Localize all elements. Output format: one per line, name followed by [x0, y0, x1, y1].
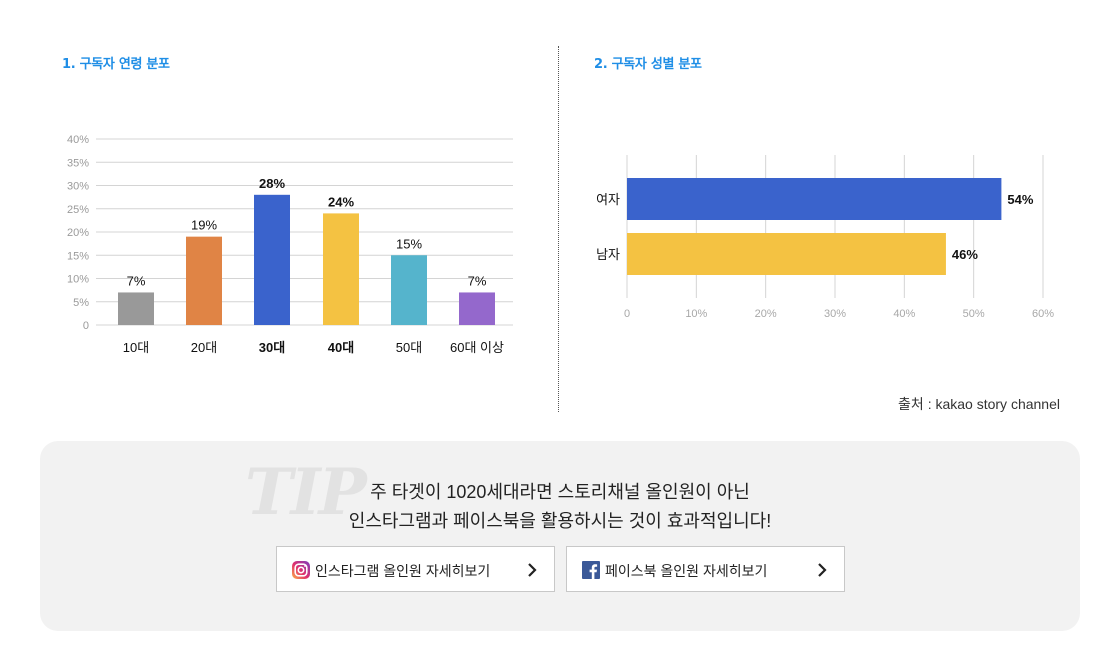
- chevron-right-icon: [818, 563, 827, 577]
- x-tick-label: 30대: [259, 340, 285, 355]
- x-tick-label: 30%: [824, 308, 846, 320]
- y-tick-label: 35%: [67, 157, 89, 169]
- tip-text-line-1: 주 타겟이 1020세대라면 스토리채널 올인원이 아닌: [370, 482, 750, 502]
- bar: [459, 292, 495, 325]
- y-tick-label: 5%: [73, 297, 89, 309]
- tip-watermark: TIP: [245, 455, 367, 530]
- bar-value-label: 24%: [328, 194, 354, 209]
- tip-text-line-2: 인스타그램과 페이스북을 활용하시는 것이 효과적입니다!: [348, 511, 772, 531]
- bar-value-label: 7%: [127, 273, 146, 288]
- x-tick-label: 40%: [893, 308, 915, 320]
- facebook-icon: [582, 561, 600, 579]
- bar-value-label: 15%: [396, 236, 422, 251]
- y-tick-label: 20%: [67, 227, 89, 239]
- y-tick-label: 25%: [67, 204, 89, 216]
- y-tick-label: 0: [83, 320, 89, 332]
- facebook-button-label: 페이스북 올인원 자세히보기: [605, 563, 768, 579]
- age-bar-chart: 40% 35% 30% 25% 20% 15% 10% 5% 0 7% 10대 19% 20대 28% 30…: [67, 134, 513, 355]
- facebook-allinone-button[interactable]: 페이스북 올인원 자세히보기: [566, 546, 845, 592]
- bar: [323, 213, 359, 325]
- x-tick-label: 40대: [328, 340, 354, 355]
- bar: [118, 292, 154, 325]
- age-chart-title: 1. 구독자 연령 분포: [62, 57, 170, 72]
- source-caption: 출처 : kakao story channel: [898, 396, 1060, 412]
- bar-value-label: 19%: [191, 218, 217, 233]
- y-category-label: 여자: [596, 192, 620, 207]
- y-tick-label: 40%: [67, 134, 89, 146]
- bar: [254, 194, 290, 325]
- instagram-icon: [292, 561, 310, 579]
- bar-value-label: 46%: [952, 247, 978, 262]
- bar: [391, 255, 427, 325]
- bar: [627, 178, 1002, 220]
- x-tick-label: 20대: [191, 340, 217, 355]
- bar-value-label: 28%: [259, 176, 285, 191]
- bar-value-label: 54%: [1007, 192, 1033, 207]
- x-tick-label: 60%: [1032, 308, 1054, 320]
- x-tick-label: 60대 이상: [450, 340, 504, 355]
- x-tick-label: 10%: [685, 308, 707, 320]
- bar: [186, 236, 222, 325]
- bar-value-label: 7%: [468, 273, 487, 288]
- y-tick-label: 30%: [67, 181, 89, 193]
- y-tick-label: 15%: [67, 250, 89, 262]
- x-tick-label: 50%: [963, 308, 985, 320]
- panel-divider: [558, 46, 559, 412]
- bar: [627, 233, 946, 275]
- gender-chart-title: 2. 구독자 성별 분포: [594, 57, 702, 72]
- y-category-label: 남자: [596, 247, 620, 262]
- x-tick-label: 20%: [755, 308, 777, 320]
- y-tick-label: 10%: [67, 274, 89, 286]
- tip-box: [40, 441, 1080, 631]
- x-tick-label: 0: [624, 308, 630, 320]
- chevron-right-icon: [528, 563, 537, 577]
- gender-bar-chart: 0 10% 20% 30% 40% 50% 60% 54% 여자 46% 남자: [596, 155, 1054, 320]
- x-tick-label: 10대: [123, 340, 149, 355]
- instagram-allinone-button[interactable]: 인스타그램 올인원 자세히보기: [276, 546, 555, 592]
- instagram-button-label: 인스타그램 올인원 자세히보기: [315, 563, 491, 579]
- x-tick-label: 50대: [396, 340, 422, 355]
